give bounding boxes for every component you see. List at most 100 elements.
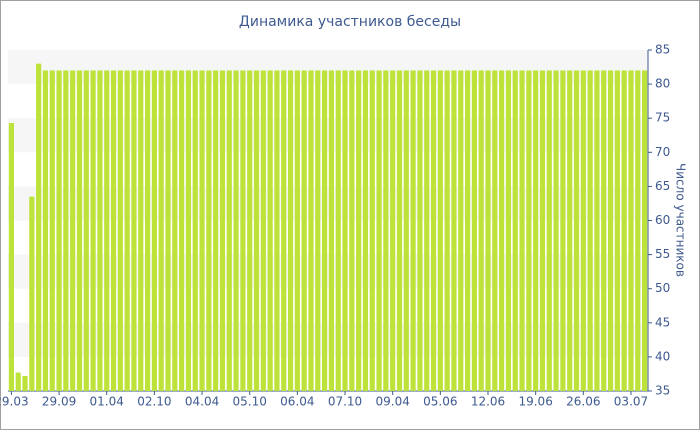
x-tick-label: 29.03 bbox=[0, 395, 29, 409]
bar bbox=[56, 70, 62, 392]
bar bbox=[206, 70, 212, 392]
bar bbox=[458, 70, 464, 392]
bar bbox=[76, 70, 83, 392]
bar bbox=[240, 70, 246, 392]
bar bbox=[594, 70, 600, 392]
bar bbox=[424, 70, 430, 392]
y-tick-label: 65 bbox=[655, 179, 670, 193]
x-tick-label: 03.07 bbox=[614, 395, 648, 409]
bar bbox=[158, 70, 164, 392]
bar bbox=[526, 70, 532, 392]
bar bbox=[8, 122, 14, 391]
bar bbox=[601, 70, 607, 392]
x-tick-label: 05.06 bbox=[423, 395, 457, 409]
bar bbox=[376, 70, 382, 392]
bar bbox=[573, 70, 580, 392]
bar bbox=[642, 70, 648, 392]
bar bbox=[144, 70, 151, 392]
bar bbox=[179, 70, 185, 392]
bar bbox=[444, 70, 450, 392]
bar bbox=[110, 70, 117, 392]
bar bbox=[430, 70, 437, 392]
bar bbox=[560, 70, 566, 392]
background-band bbox=[8, 50, 648, 85]
x-tick-label: 19.06 bbox=[518, 395, 552, 409]
bar bbox=[499, 70, 505, 392]
bar bbox=[301, 70, 307, 392]
x-tick-label: 26.06 bbox=[566, 395, 600, 409]
bar bbox=[294, 70, 300, 392]
y-tick-label: 45 bbox=[655, 315, 670, 329]
x-tick-label: 12.06 bbox=[471, 395, 505, 409]
bar bbox=[607, 70, 614, 392]
bar bbox=[138, 70, 144, 392]
bar bbox=[49, 70, 55, 392]
bar bbox=[635, 70, 641, 392]
bar bbox=[335, 70, 341, 392]
bar bbox=[546, 70, 552, 392]
bar bbox=[151, 70, 157, 392]
y-axis-label: Число участников bbox=[674, 163, 688, 277]
bar bbox=[213, 70, 219, 392]
bar bbox=[478, 70, 484, 392]
x-tick-label: 06.04 bbox=[280, 395, 314, 409]
bar bbox=[199, 70, 205, 392]
bar bbox=[15, 372, 21, 391]
bar bbox=[185, 70, 192, 392]
bar bbox=[396, 70, 403, 392]
bar bbox=[485, 70, 491, 392]
bar bbox=[403, 70, 409, 392]
y-tick-label: 70 bbox=[655, 145, 670, 159]
bar bbox=[464, 70, 471, 392]
bar bbox=[621, 70, 627, 392]
bar bbox=[281, 70, 287, 392]
x-tick-label: 07.10 bbox=[328, 395, 362, 409]
x-tick-label: 09.04 bbox=[376, 395, 410, 409]
y-tick-label: 85 bbox=[655, 43, 670, 57]
bar bbox=[567, 70, 573, 392]
bar bbox=[492, 70, 498, 392]
x-tick-label: 05.10 bbox=[233, 395, 267, 409]
bar bbox=[267, 70, 273, 392]
bar bbox=[322, 70, 328, 392]
bar bbox=[63, 70, 69, 392]
bar bbox=[383, 70, 389, 392]
bar bbox=[349, 70, 355, 392]
bar bbox=[369, 70, 375, 392]
bar bbox=[390, 70, 396, 392]
background-band bbox=[8, 118, 648, 153]
bar bbox=[533, 70, 539, 392]
bar bbox=[505, 70, 512, 392]
bar bbox=[417, 70, 423, 392]
bar bbox=[226, 70, 232, 392]
bar bbox=[437, 70, 443, 392]
bar bbox=[580, 70, 586, 392]
x-tick-label: 29.09 bbox=[42, 395, 76, 409]
bar bbox=[29, 196, 35, 391]
background-band bbox=[8, 254, 648, 289]
bar bbox=[260, 70, 266, 392]
chart-title: Динамика участников беседы bbox=[239, 14, 461, 30]
bar bbox=[165, 70, 171, 392]
bar bbox=[104, 70, 110, 392]
bar bbox=[287, 70, 294, 392]
background-band bbox=[8, 186, 648, 221]
bar bbox=[90, 70, 96, 392]
y-tick-label: 75 bbox=[655, 111, 670, 125]
bar bbox=[410, 70, 416, 392]
x-tick-label: 01.04 bbox=[90, 395, 124, 409]
bar bbox=[356, 70, 362, 392]
bar bbox=[42, 70, 49, 392]
bar bbox=[315, 70, 321, 392]
bar bbox=[539, 70, 546, 392]
bar bbox=[117, 70, 123, 392]
y-tick-label: 55 bbox=[655, 247, 670, 261]
bar bbox=[471, 70, 477, 392]
bar bbox=[131, 70, 137, 392]
bar bbox=[247, 70, 253, 392]
y-tick-label: 40 bbox=[655, 349, 670, 363]
x-tick-label: 02.10 bbox=[137, 395, 171, 409]
bar bbox=[328, 70, 334, 392]
y-tick-label: 80 bbox=[655, 77, 670, 91]
